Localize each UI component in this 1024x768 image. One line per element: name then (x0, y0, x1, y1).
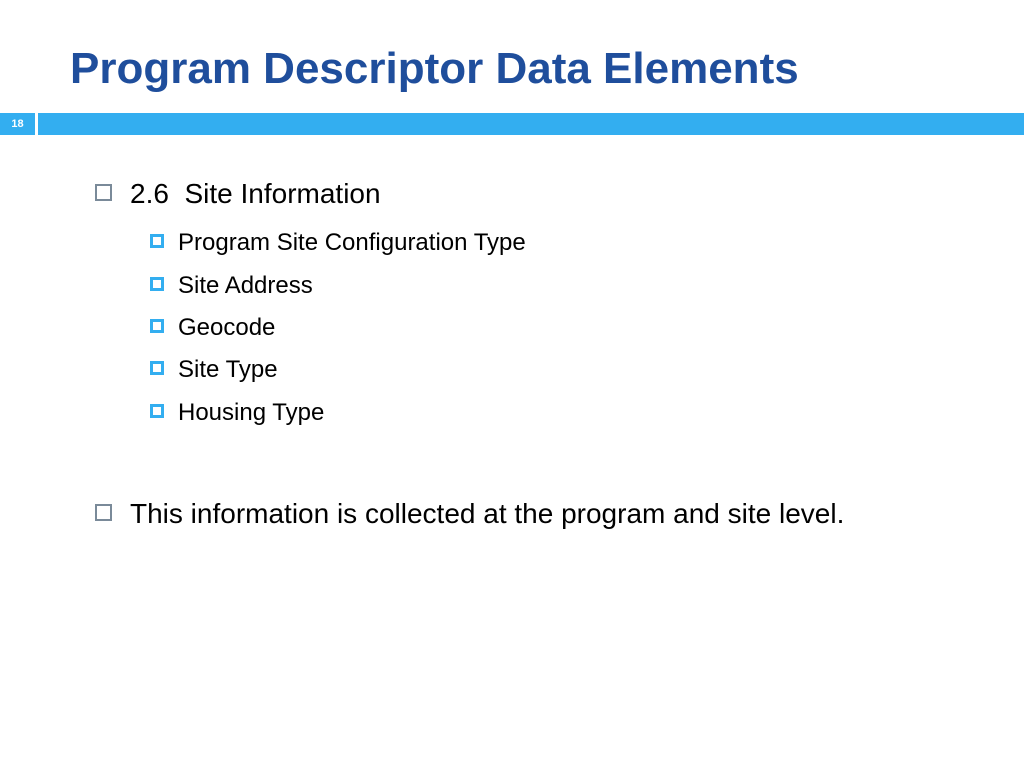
hollow-square-bullet-icon (150, 404, 164, 418)
sub-list-item: Site Address (150, 270, 964, 302)
hollow-square-bullet-icon (150, 234, 164, 248)
list-item-text: This information is collected at the pro… (130, 495, 844, 533)
header-bar (38, 113, 1024, 135)
spacer (95, 439, 964, 495)
header-bar-row: 18 (0, 113, 1024, 135)
sub-list-item: Program Site Configuration Type (150, 227, 964, 259)
sub-list-item-text: Program Site Configuration Type (178, 227, 526, 259)
sub-list-item-text: Housing Type (178, 397, 324, 429)
sub-list-item-text: Geocode (178, 312, 275, 344)
sub-list-item-text: Site Address (178, 270, 313, 302)
list-item: This information is collected at the pro… (95, 495, 964, 533)
square-bullet-icon (95, 184, 112, 201)
list-item: 2.6 Site Information (95, 175, 964, 213)
sub-list-item: Housing Type (150, 397, 964, 429)
sub-list-item-text: Site Type (178, 354, 278, 386)
content-area: 2.6 Site Information Program Site Config… (0, 135, 1024, 533)
hollow-square-bullet-icon (150, 277, 164, 291)
list-item-text: 2.6 Site Information (130, 175, 381, 213)
page-number-badge: 18 (0, 113, 35, 135)
sub-list-item: Geocode (150, 312, 964, 344)
hollow-square-bullet-icon (150, 319, 164, 333)
slide: Program Descriptor Data Elements 18 2.6 … (0, 0, 1024, 768)
sub-list-item: Site Type (150, 354, 964, 386)
sub-list: Program Site Configuration Type Site Add… (95, 227, 964, 429)
hollow-square-bullet-icon (150, 361, 164, 375)
slide-title: Program Descriptor Data Elements (0, 0, 1024, 93)
square-bullet-icon (95, 504, 112, 521)
